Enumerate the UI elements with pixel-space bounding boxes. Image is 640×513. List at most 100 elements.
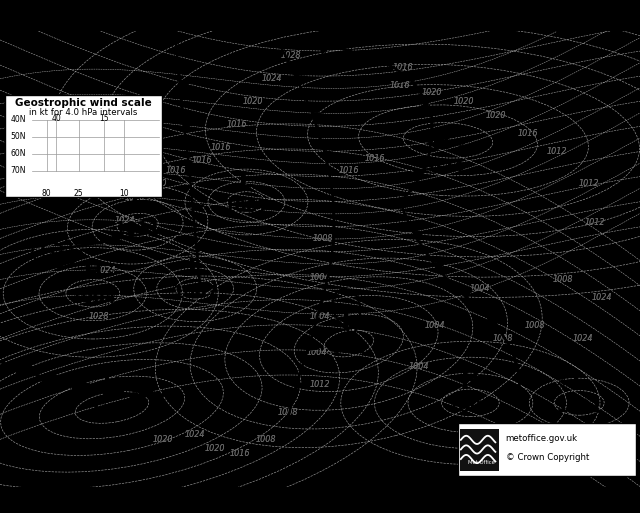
Text: 1004: 1004 — [310, 273, 330, 282]
Text: 1020: 1020 — [204, 444, 225, 453]
Text: 1008: 1008 — [255, 435, 276, 444]
Text: 1024: 1024 — [572, 334, 593, 344]
Text: 1016: 1016 — [518, 129, 538, 138]
Polygon shape — [328, 267, 340, 274]
Text: 1004: 1004 — [310, 311, 330, 321]
Text: 1016: 1016 — [227, 120, 247, 129]
Text: 15: 15 — [99, 114, 109, 124]
Text: 1012: 1012 — [579, 179, 599, 188]
Text: ×: × — [554, 376, 566, 389]
Text: 1016: 1016 — [339, 166, 359, 174]
Text: 1024: 1024 — [95, 266, 116, 275]
Text: 1020: 1020 — [147, 179, 167, 188]
Circle shape — [40, 376, 49, 382]
Polygon shape — [398, 74, 410, 83]
FancyBboxPatch shape — [460, 429, 499, 471]
Text: 1020: 1020 — [243, 97, 263, 106]
Text: 1020: 1020 — [147, 179, 167, 188]
Polygon shape — [143, 226, 151, 234]
Polygon shape — [420, 136, 432, 143]
Text: 1020: 1020 — [422, 88, 442, 97]
Text: 1008: 1008 — [255, 435, 276, 444]
Text: 1012: 1012 — [547, 147, 567, 156]
Text: L: L — [239, 171, 253, 191]
Text: 1028: 1028 — [281, 51, 301, 61]
Text: 1004: 1004 — [409, 362, 429, 371]
Text: 1020: 1020 — [486, 111, 506, 120]
Text: Met Office: Met Office — [468, 460, 495, 465]
Text: 1016: 1016 — [518, 129, 538, 138]
Text: 1020: 1020 — [124, 193, 145, 202]
Text: 1007: 1007 — [223, 198, 269, 215]
Polygon shape — [320, 45, 330, 54]
Text: 1020: 1020 — [243, 97, 263, 106]
Text: 1016: 1016 — [390, 81, 410, 90]
Text: 1012: 1012 — [310, 380, 330, 389]
Text: 1024: 1024 — [572, 334, 593, 344]
Text: 1024: 1024 — [591, 293, 612, 302]
Text: 80: 80 — [42, 189, 52, 199]
Text: ⊗: ⊗ — [456, 137, 465, 148]
Text: 40N: 40N — [10, 115, 26, 124]
Text: 1007: 1007 — [172, 284, 218, 302]
Polygon shape — [324, 151, 336, 157]
Text: 10: 10 — [118, 189, 129, 199]
Text: L: L — [572, 372, 586, 392]
Polygon shape — [184, 121, 195, 128]
Text: 1020: 1020 — [153, 435, 173, 444]
Polygon shape — [196, 244, 208, 251]
Text: 1024: 1024 — [115, 216, 135, 225]
Polygon shape — [332, 189, 344, 196]
Text: 1016: 1016 — [166, 166, 186, 174]
Text: 1012: 1012 — [585, 218, 605, 227]
Text: 1020: 1020 — [454, 97, 474, 106]
Text: 1028: 1028 — [89, 311, 109, 321]
Text: 1016: 1016 — [393, 63, 413, 72]
Polygon shape — [192, 203, 204, 210]
Text: 1004: 1004 — [310, 311, 330, 321]
Text: 1016: 1016 — [166, 166, 186, 174]
Text: 1016: 1016 — [390, 81, 410, 90]
Text: 1011: 1011 — [115, 221, 161, 239]
Text: 25: 25 — [74, 189, 84, 199]
Text: 1008: 1008 — [278, 407, 298, 417]
Text: 1024: 1024 — [185, 430, 205, 439]
FancyBboxPatch shape — [458, 423, 636, 476]
Text: 992: 992 — [332, 339, 366, 357]
Wedge shape — [49, 376, 65, 384]
Text: 1024: 1024 — [115, 216, 135, 225]
Circle shape — [168, 391, 177, 398]
Text: 1016: 1016 — [191, 156, 212, 165]
Text: 1012: 1012 — [579, 179, 599, 188]
Text: 1020: 1020 — [124, 193, 145, 202]
Wedge shape — [77, 383, 93, 391]
Text: 1016: 1016 — [211, 143, 231, 152]
Text: 1016: 1016 — [211, 143, 231, 152]
Text: metoffice.gov.uk: metoffice.gov.uk — [506, 434, 578, 443]
Text: 1016: 1016 — [339, 166, 359, 174]
Text: 1004: 1004 — [310, 273, 330, 282]
Text: 1016: 1016 — [230, 448, 250, 458]
Circle shape — [15, 366, 24, 373]
Text: 1024: 1024 — [262, 74, 282, 83]
Wedge shape — [108, 388, 124, 395]
Text: 1028: 1028 — [281, 51, 301, 61]
Text: 1008: 1008 — [313, 234, 333, 243]
Wedge shape — [138, 390, 155, 396]
Text: 1001: 1001 — [556, 399, 602, 417]
Polygon shape — [295, 382, 307, 388]
Text: 1016: 1016 — [393, 63, 413, 72]
Text: 50N: 50N — [10, 132, 26, 142]
Polygon shape — [417, 103, 429, 110]
Polygon shape — [179, 80, 191, 87]
Text: 1004: 1004 — [70, 289, 116, 307]
Text: 1024: 1024 — [262, 74, 282, 83]
Text: 1016: 1016 — [364, 154, 385, 163]
Polygon shape — [413, 232, 425, 238]
Polygon shape — [312, 113, 324, 120]
Text: H: H — [103, 377, 121, 397]
Text: 1020: 1020 — [204, 444, 225, 453]
Circle shape — [104, 390, 113, 397]
Text: 1008: 1008 — [492, 334, 513, 344]
Text: 1008: 1008 — [524, 321, 545, 330]
